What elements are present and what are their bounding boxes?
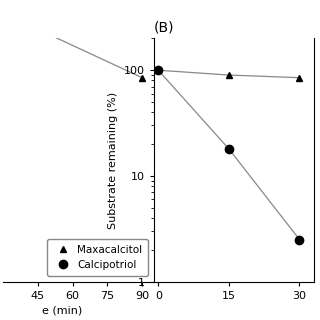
Y-axis label: Substrate remaining (%): Substrate remaining (%) <box>108 92 118 228</box>
Calcipotriol <box>227 147 231 151</box>
Text: e (min): e (min) <box>42 306 83 316</box>
Calcipotriol <box>298 238 301 242</box>
Text: (B): (B) <box>154 20 174 35</box>
Maxacalcitol <box>227 73 231 77</box>
Maxacalcitol <box>156 68 160 72</box>
Calcipotriol <box>156 68 160 72</box>
Line: Maxacalcitol: Maxacalcitol <box>155 67 303 81</box>
Legend: Maxacalcitol, Calcipotriol: Maxacalcitol, Calcipotriol <box>47 239 148 276</box>
Line: Calcipotriol: Calcipotriol <box>154 66 304 244</box>
Maxacalcitol <box>298 76 301 80</box>
